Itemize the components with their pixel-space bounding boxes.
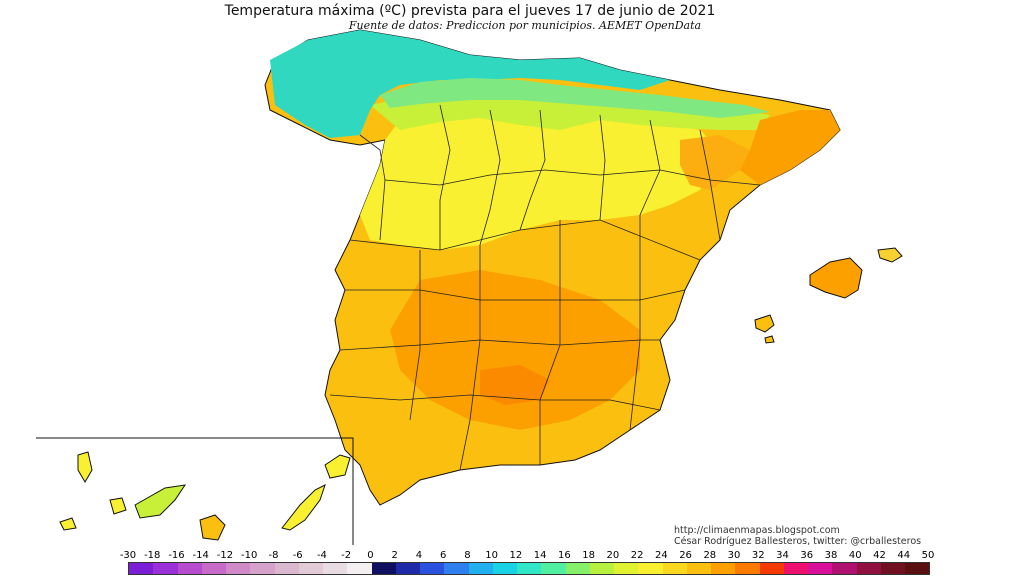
legend-label: 36 [800,550,814,561]
legend-label: -16 [168,550,185,561]
island-ibiza [754,314,775,333]
legend-swatch [565,563,590,574]
legend-swatch [420,563,445,574]
legend-label: 2 [391,550,398,561]
island-fuerteventura [281,484,326,531]
legend-color-bar [128,562,930,575]
legend-swatch [686,563,711,574]
legend-swatch [395,563,420,574]
legend-swatch [298,563,323,574]
legend-label: 44 [897,550,911,561]
legend-swatch [638,563,663,574]
legend-swatch [759,563,784,574]
legend-label: 24 [654,550,668,561]
legend-swatch [614,563,639,574]
legend-swatch [371,563,396,574]
zone-ebro-orange [680,135,750,190]
legend-label: -4 [316,550,327,561]
legend-swatch [250,563,275,574]
zone-ne-orange [740,110,840,185]
legend-label: -2 [341,550,352,561]
legend-label: 40 [848,550,862,561]
legend-label: 42 [873,550,886,561]
island-mallorca [809,257,863,299]
legend-swatch [880,563,905,574]
legend-swatch [808,563,833,574]
legend-label: -12 [216,550,234,561]
zone-south-hot [390,270,640,430]
legend-label: 6 [439,550,447,561]
island-menorca [877,247,903,263]
zone-cyan [270,30,670,138]
island-la-palma [77,451,93,483]
legend-label: 20 [606,550,620,561]
legend-label: 34 [776,550,789,561]
legend-swatch [541,563,566,574]
canary-islands [59,451,351,541]
legend-swatch [274,563,299,574]
legend-label: 10 [485,550,498,561]
legend-swatch [226,563,251,574]
legend-swatch [589,563,614,574]
legend-swatch [153,563,178,574]
legend-label: -10 [241,550,258,561]
zone-guadalquivir [480,365,550,405]
legend-swatch [492,563,517,574]
island-la-gomera [109,497,127,515]
credits-url: http://climaenmapas.blogspot.com [674,525,840,536]
legend-swatch [905,563,930,574]
zone-yellow [360,105,720,250]
legend-label: 30 [727,550,741,561]
island-formentera [764,335,775,344]
legend-labels: -30 -18 -16 -14 -12 -10 -8 -6 -4 -2 0 2 4 6 8 10 12 14 16 1… [0,550,1024,562]
legend-swatch [783,563,808,574]
legend-swatch [735,563,760,574]
legend-label: 16 [557,550,571,561]
credits: http://climaenmapas.blogspot.com César R… [674,525,921,547]
legend-label: -18 [144,550,161,561]
legend-swatch [517,563,542,574]
canarias-inset-frame [36,437,354,545]
legend-swatch [468,563,493,574]
legend-swatch [177,563,202,574]
legend-label: -6 [292,550,303,561]
legend-label: 18 [582,550,595,561]
legend-label: 14 [533,550,547,561]
legend-swatch [444,563,469,574]
legend-label: -14 [192,550,209,561]
legend-label: 28 [703,550,717,561]
legend-label: 12 [509,550,523,561]
map-title: Temperatura máxima (ºC) prevista para el… [224,3,716,19]
legend-label: -8 [268,550,279,561]
legend-label: 0 [367,550,374,561]
legend-swatch [323,563,348,574]
map-subtitle: Fuente de datos: Prediccion por municipi… [348,19,702,32]
credits-author: César Rodríguez Ballesteros, twitter: @c… [674,536,922,547]
legend-label: -30 [119,550,137,561]
province-borders [329,104,761,471]
island-gran-canaria [199,514,226,541]
legend-swatch [662,563,687,574]
legend-swatch [347,563,372,574]
zone-green [380,78,770,118]
legend-swatch [832,563,857,574]
legend-swatch [129,563,154,574]
legend-label: 38 [824,550,838,561]
legend-swatch [201,563,226,574]
legend-swatch [856,563,881,574]
legend-label: 4 [415,550,423,561]
legend-swatch [711,563,736,574]
legend-label: 32 [751,550,765,561]
legend-label: 8 [464,550,471,561]
island-tenerife [134,484,187,519]
island-el-hierro [59,517,77,531]
legend-label: 50 [921,550,935,561]
legend-label: 22 [630,550,644,561]
island-lanzarote [324,454,351,479]
legend-label: 26 [679,550,692,561]
